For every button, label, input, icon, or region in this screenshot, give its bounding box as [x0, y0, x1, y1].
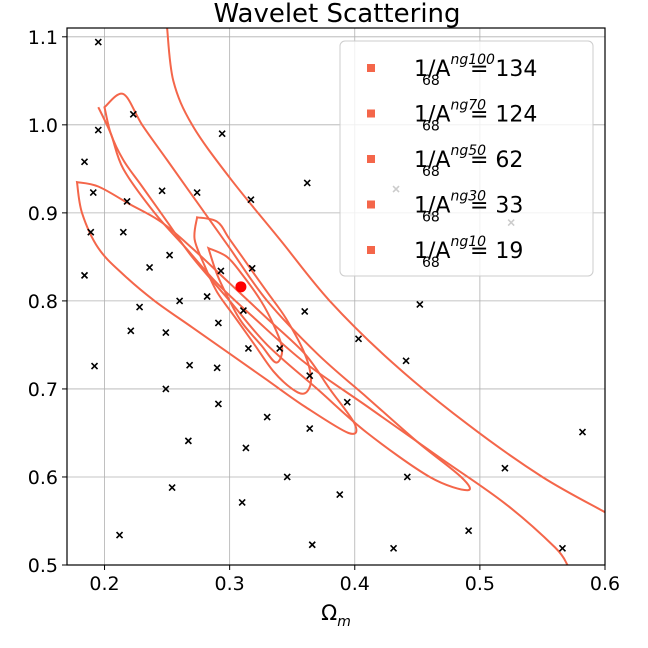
x-tick-label: 0.5	[465, 573, 495, 595]
sample-marker	[90, 362, 99, 370]
sample-marker	[306, 424, 314, 433]
sample-marker	[127, 327, 135, 335]
sample-marker	[176, 297, 184, 305]
sample-marker	[283, 473, 291, 481]
contour-ng100	[206, 246, 284, 364]
sample-marker	[214, 319, 222, 327]
sample-marker	[343, 398, 351, 406]
x-tick-label: 0.4	[340, 573, 370, 595]
contour-ng30	[103, 92, 471, 492]
sample-marker	[80, 158, 89, 166]
sample-marker	[242, 444, 250, 452]
sample-marker	[303, 179, 311, 187]
y-tick-label: 0.5	[28, 555, 58, 577]
x-tick-label: 0.2	[89, 573, 119, 595]
legend-label: 1/Ang10 68 = 19	[414, 234, 523, 271]
sample-marker	[308, 541, 316, 549]
sample-marker	[162, 385, 170, 393]
sample-marker	[244, 344, 252, 353]
sample-marker	[354, 335, 363, 343]
sample-marker	[263, 413, 271, 421]
sample-marker	[248, 264, 256, 272]
sample-marker	[501, 464, 509, 472]
sample-marker	[129, 110, 137, 118]
sample-marker	[213, 364, 221, 372]
y-tick-label: 1.0	[28, 115, 58, 137]
sample-marker	[578, 428, 587, 436]
sample-marker	[115, 531, 124, 539]
x-axis-label-sub: m	[337, 614, 351, 630]
sample-marker	[119, 228, 127, 236]
sample-marker	[184, 437, 192, 445]
sample-marker	[416, 300, 424, 308]
y-tick-label: 1.1	[28, 27, 58, 49]
samples	[80, 38, 587, 552]
sample-marker	[94, 126, 102, 134]
legend-swatch	[367, 109, 375, 118]
y-tick-label: 0.9	[28, 203, 58, 225]
plot-frame	[66, 27, 606, 566]
legend-swatch	[367, 155, 375, 163]
fiducial	[235, 281, 247, 293]
y-tick-label: 0.6	[28, 467, 58, 489]
sample-marker	[306, 372, 314, 380]
sample-marker	[465, 527, 473, 535]
sample-marker	[558, 544, 567, 552]
legend-swatch	[367, 200, 375, 209]
sample-marker	[403, 473, 411, 481]
contours	[75, 28, 605, 565]
sample-marker	[186, 361, 194, 369]
contour-ng10	[97, 28, 605, 565]
sample-marker	[239, 307, 247, 315]
sample-marker	[146, 263, 154, 272]
legend-swatch	[367, 64, 375, 72]
sample-marker	[276, 344, 284, 353]
sample-marker	[136, 303, 144, 311]
sample-marker	[193, 189, 201, 197]
legend-label: 1/Ang70 68 = 124	[414, 98, 537, 135]
sample-marker	[162, 329, 170, 337]
sample-marker	[168, 483, 176, 492]
sample-marker	[238, 498, 246, 507]
sample-marker	[158, 187, 166, 195]
sample-marker	[247, 196, 255, 204]
legend-swatch	[367, 246, 375, 254]
sample-marker	[166, 251, 174, 259]
x-axis-label-main: Ω	[321, 601, 337, 625]
y-tick-label: 0.7	[28, 379, 58, 401]
sample-marker	[402, 357, 410, 365]
legend-label: 1/Ang100 68 = 134	[414, 52, 537, 89]
legend: 1/Ang100 68 = 134 1/Ang70 68 = 124 1/Ang50 68 = …	[339, 40, 594, 277]
sample-marker	[203, 292, 211, 301]
sample-marker	[336, 491, 344, 499]
legend-box	[339, 40, 594, 277]
sample-marker	[217, 267, 225, 275]
sample-marker	[87, 228, 95, 236]
x-tick-label: 0.3	[215, 573, 245, 595]
legend-label: 1/Ang50 68 = 62	[414, 143, 523, 180]
sample-marker	[123, 197, 131, 205]
sample-marker	[89, 189, 97, 197]
sample-marker	[301, 307, 309, 316]
chart-title: Wavelet Scattering	[213, 0, 460, 29]
legend-label: 1/Ang30 68 = 33	[414, 189, 523, 226]
sample-marker	[389, 544, 398, 552]
sample-marker	[218, 130, 226, 138]
fiducial-point	[235, 281, 247, 293]
contour-ng70	[193, 216, 313, 395]
sample-marker	[80, 271, 89, 279]
x-tick-label: 0.6	[590, 573, 620, 595]
sample-marker	[214, 400, 222, 408]
x-axis-label: Ωm	[321, 601, 351, 630]
sample-marker	[94, 38, 102, 46]
contour-ng50	[75, 180, 358, 435]
ticks: 0.2 0.3 0.4 0.5 0.6 0.5 0.6 0.7 0.8 0.9 1.0 1.1	[28, 27, 620, 595]
y-tick-label: 0.8	[28, 291, 58, 313]
